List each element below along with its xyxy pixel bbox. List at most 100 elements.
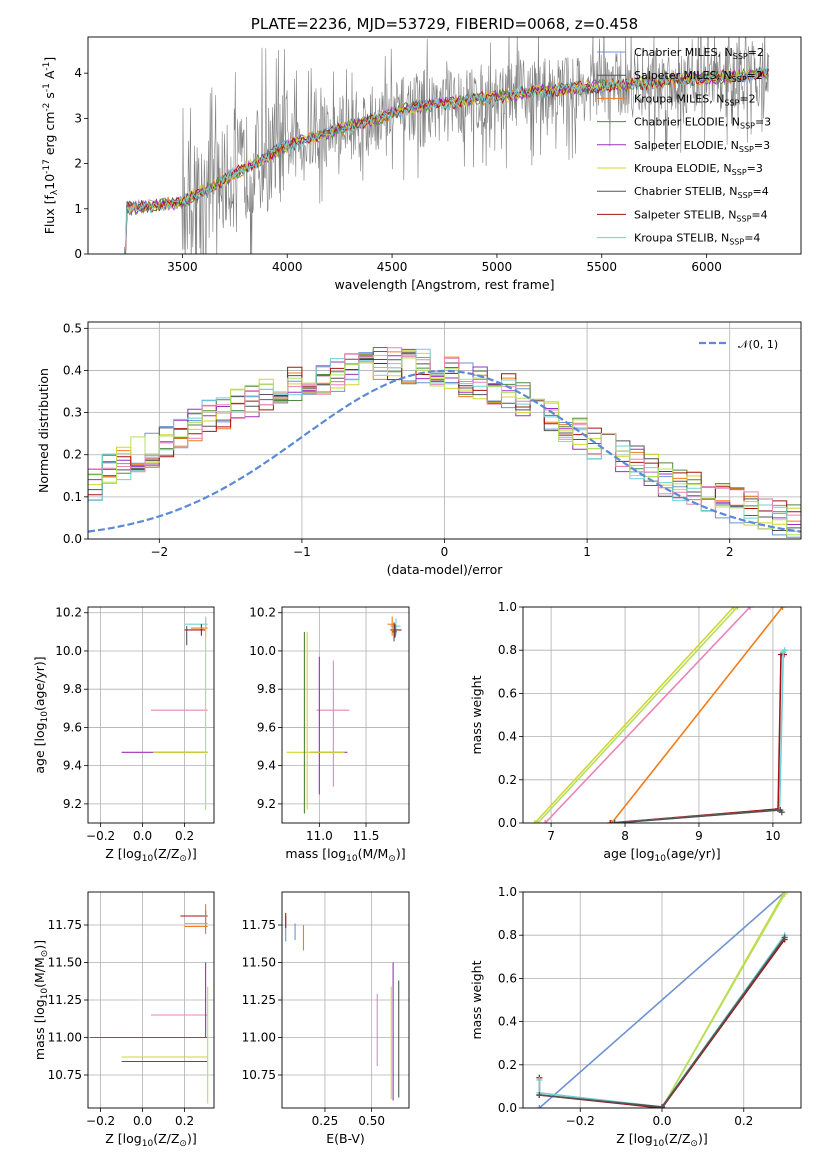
y-tick-label: 9.6 (63, 720, 82, 734)
legend-entry: Kroupa MILES, NSSP=2 (634, 92, 756, 107)
y-tick-label: 0.0 (63, 532, 82, 546)
legend-entry: Salpeter ELODIE, NSSP=3 (634, 139, 770, 154)
y-tick-label: 9.6 (257, 720, 276, 734)
y-tick-label: 11.75 (48, 918, 82, 932)
y-tick-label: 0.4 (498, 730, 517, 744)
legend-entry: Salpeter STELIB, NSSP=4 (634, 208, 768, 223)
weight-marker (542, 820, 549, 823)
x-tick-label: 0.25 (312, 1114, 339, 1128)
x-tick-label: −2 (150, 545, 168, 559)
model-spectrum (124, 68, 769, 254)
x-tick-label: 0.0 (133, 1114, 152, 1128)
x-tick-label: 0.0 (133, 829, 152, 843)
x-tick-label: 7 (547, 829, 555, 843)
y-tick-label: 9.8 (63, 682, 82, 696)
x-tick-label: −1 (293, 545, 311, 559)
histogram-series (88, 350, 801, 526)
legend-entry: Chabrier ELODIE, NSSP=3 (634, 116, 771, 131)
model-spectrum (124, 65, 769, 254)
axes-frame (281, 606, 410, 824)
axes-frame (522, 606, 802, 824)
axes-Z-weight: −0.2 0.0 0.2 0.0 0.2 0.4 0.6 0.8 1.0 Z [log10​(Z/… (469, 885, 802, 1149)
legend-entry: Kroupa STELIB, NSSP=4 (634, 232, 760, 247)
y-tick-label: 0.1 (63, 490, 82, 504)
axes-frame (87, 606, 215, 824)
y-tick-label: 11.00 (242, 1031, 276, 1045)
x-tick-label: 0.0 (652, 1114, 671, 1128)
axes-frame (522, 891, 802, 1109)
y-tick-label: 10.75 (242, 1068, 276, 1082)
axes-Z-age: −0.2 0.0 0.2 9.2 9.4 9.6 9.8 10.0 10.2 Z [log10​(… (32, 606, 215, 864)
weight-marker (611, 820, 618, 823)
x-tick-label: 8 (621, 829, 629, 843)
axes-Z-mass: −0.2 0.0 0.2 10.75 11.00 11.25 11.50 11.75 Z [lo… (32, 891, 215, 1149)
y-tick-label: 0.2 (63, 448, 82, 462)
weight-line (610, 653, 784, 823)
y-tick-label: 10.0 (55, 644, 82, 658)
y-tick-label: 9.4 (257, 759, 276, 773)
x-axis-label: Z [log10​(Z/Z⊙​)] (105, 1131, 196, 1149)
x-axis-label: E(B-V) (326, 1131, 365, 1146)
data-spectrum (123, 37, 770, 254)
x-tick-label: 6000 (691, 260, 722, 274)
y-axis-label: mass [log10​(M/M⊙​)] (32, 940, 50, 1060)
axes-ebv-mass: 0.25 0.50 10.75 11.00 11.25 11.50 11.75 E(B-V) (242, 891, 410, 1146)
axes-frame (87, 891, 215, 1109)
y-tick-label: 0.4 (63, 363, 82, 377)
histogram-series (88, 351, 801, 538)
y-tick-label: 11.50 (242, 956, 276, 970)
y-tick-label: 0.6 (498, 686, 517, 700)
x-tick-label: 0.2 (175, 829, 194, 843)
legend-entry: Kroupa ELODIE, NSSP=3 (634, 162, 763, 177)
y-tick-label: 0.6 (498, 971, 517, 985)
x-axis-label: (data-model)/error (387, 562, 504, 577)
axes-frame (281, 891, 410, 1109)
plot-area (121, 616, 208, 810)
weight-line (611, 607, 784, 823)
y-tick-label: 0 (74, 247, 82, 261)
plot-area (286, 616, 402, 814)
y-tick-label: 0.8 (498, 643, 517, 657)
y-tick-label: 9.4 (63, 759, 82, 773)
axes-age-weight: 7 8 9 10 0.0 0.2 0.4 0.6 0.8 1.0 age [log10​(age/y… (469, 600, 802, 864)
legend-entry: Salpeter MILES, NSSP=2 (634, 69, 763, 84)
y-tick-label: 11.25 (48, 993, 82, 1007)
y-tick-label: 0.0 (498, 1101, 517, 1115)
weight-marker (608, 820, 615, 823)
y-tick-label: 10.2 (55, 606, 82, 620)
y-tick-label: 0.2 (498, 1058, 517, 1072)
legend-entry: Chabrier STELIB, NSSP=4 (634, 185, 769, 200)
legend-entry: Chabrier MILES, NSSP=2 (634, 46, 764, 61)
histogram-series (88, 348, 801, 534)
y-axis-label: mass weight (469, 675, 484, 754)
weight-marker (781, 647, 788, 654)
x-tick-label: 0.50 (358, 1114, 385, 1128)
y-tick-label: 0.2 (498, 773, 517, 787)
x-tick-label: 0 (441, 545, 449, 559)
legend-entry: 𝒩(0, 1) (738, 338, 778, 351)
histogram-series (88, 352, 801, 538)
weight-marker (536, 1092, 543, 1099)
axes-residuals: −2 −1 0 1 2 0.0 0.1 0.2 0.3 0.4 0.5 (data-model)/er… (36, 321, 802, 577)
x-axis-label: mass [log10​(M/M⊙​)] (285, 846, 405, 864)
x-tick-label: 0.2 (734, 1114, 753, 1128)
histogram-series (88, 348, 801, 532)
legend: Chabrier MILES, NSSP=2 Salpeter MILES, NS… (597, 46, 771, 247)
weight-line (614, 809, 783, 823)
x-tick-label: −0.2 (566, 1114, 595, 1128)
y-tick-label: 3 (74, 111, 82, 125)
y-tick-label: 1.0 (498, 600, 517, 614)
x-axis-label: age [log10​(age/yr)] (603, 846, 720, 864)
weight-marker (746, 607, 753, 610)
x-tick-label: 5000 (482, 260, 513, 274)
y-tick-label: 10.2 (249, 606, 276, 620)
y-tick-label: 9.2 (257, 797, 276, 811)
y-tick-label: 10.0 (249, 644, 276, 658)
weight-line (544, 607, 751, 823)
x-tick-label: −0.2 (86, 829, 115, 843)
y-axis-label: Flux [fλ​10-17​ erg cm-2​ s-1​ A-1​] (42, 57, 60, 235)
histogram-series (88, 351, 801, 531)
x-tick-label: 0.2 (175, 1114, 194, 1128)
